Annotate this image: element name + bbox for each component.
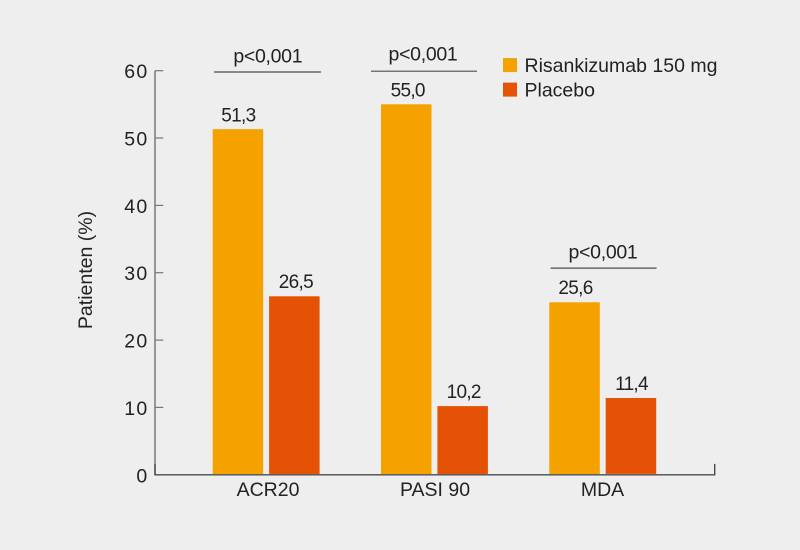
svg-text:0: 0 bbox=[136, 465, 148, 487]
svg-text:Risankizumab 150 mg: Risankizumab 150 mg bbox=[525, 55, 718, 77]
svg-text:10,2: 10,2 bbox=[447, 382, 481, 403]
svg-text:PASI 90: PASI 90 bbox=[400, 479, 470, 501]
svg-text:Placebo: Placebo bbox=[525, 79, 596, 101]
svg-text:50: 50 bbox=[124, 129, 148, 151]
svg-text:ACR20: ACR20 bbox=[237, 479, 300, 501]
svg-text:30: 30 bbox=[124, 263, 148, 285]
svg-text:20: 20 bbox=[124, 331, 148, 353]
svg-text:10: 10 bbox=[124, 398, 148, 420]
svg-text:p<0,001: p<0,001 bbox=[569, 242, 638, 264]
svg-text:11,4: 11,4 bbox=[615, 374, 649, 395]
svg-text:26,5: 26,5 bbox=[279, 272, 313, 293]
svg-text:p<0,001: p<0,001 bbox=[389, 44, 458, 66]
svg-text:25,6: 25,6 bbox=[558, 278, 592, 299]
svg-text:55,0: 55,0 bbox=[391, 81, 425, 102]
svg-text:MDA: MDA bbox=[581, 479, 624, 501]
svg-text:Patienten (%): Patienten (%) bbox=[75, 211, 97, 329]
svg-text:60: 60 bbox=[124, 61, 148, 83]
svg-text:51,3: 51,3 bbox=[221, 105, 255, 126]
svg-text:40: 40 bbox=[124, 196, 148, 218]
svg-text:p<0,001: p<0,001 bbox=[233, 46, 302, 68]
